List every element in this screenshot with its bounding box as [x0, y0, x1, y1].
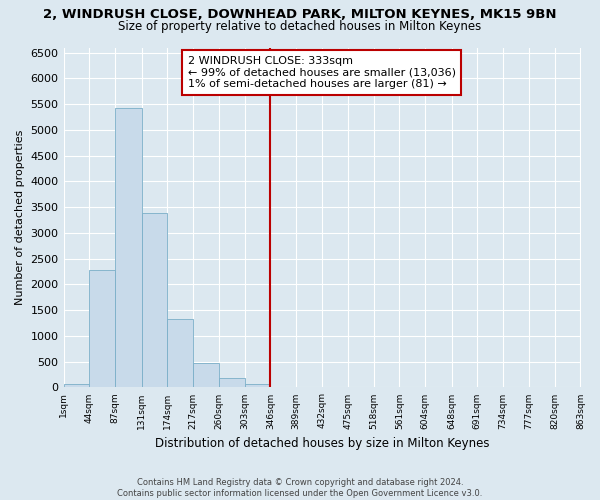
Text: Contains HM Land Registry data © Crown copyright and database right 2024.
Contai: Contains HM Land Registry data © Crown c… [118, 478, 482, 498]
Text: Size of property relative to detached houses in Milton Keynes: Size of property relative to detached ho… [118, 20, 482, 33]
Bar [115, 108, 142, 388]
Bar [193, 362, 219, 388]
Bar [167, 320, 193, 388]
Text: 2 WINDRUSH CLOSE: 333sqm
← 99% of detached houses are smaller (13,036)
1% of sem: 2 WINDRUSH CLOSE: 333sqm ← 99% of detach… [188, 56, 455, 89]
X-axis label: Distribution of detached houses by size in Milton Keynes: Distribution of detached houses by size … [155, 437, 489, 450]
Bar [245, 384, 271, 388]
Bar [219, 378, 245, 388]
Bar [64, 384, 89, 388]
Y-axis label: Number of detached properties: Number of detached properties [15, 130, 25, 305]
Bar [89, 270, 115, 388]
Bar [142, 214, 167, 388]
Text: 2, WINDRUSH CLOSE, DOWNHEAD PARK, MILTON KEYNES, MK15 9BN: 2, WINDRUSH CLOSE, DOWNHEAD PARK, MILTON… [43, 8, 557, 20]
